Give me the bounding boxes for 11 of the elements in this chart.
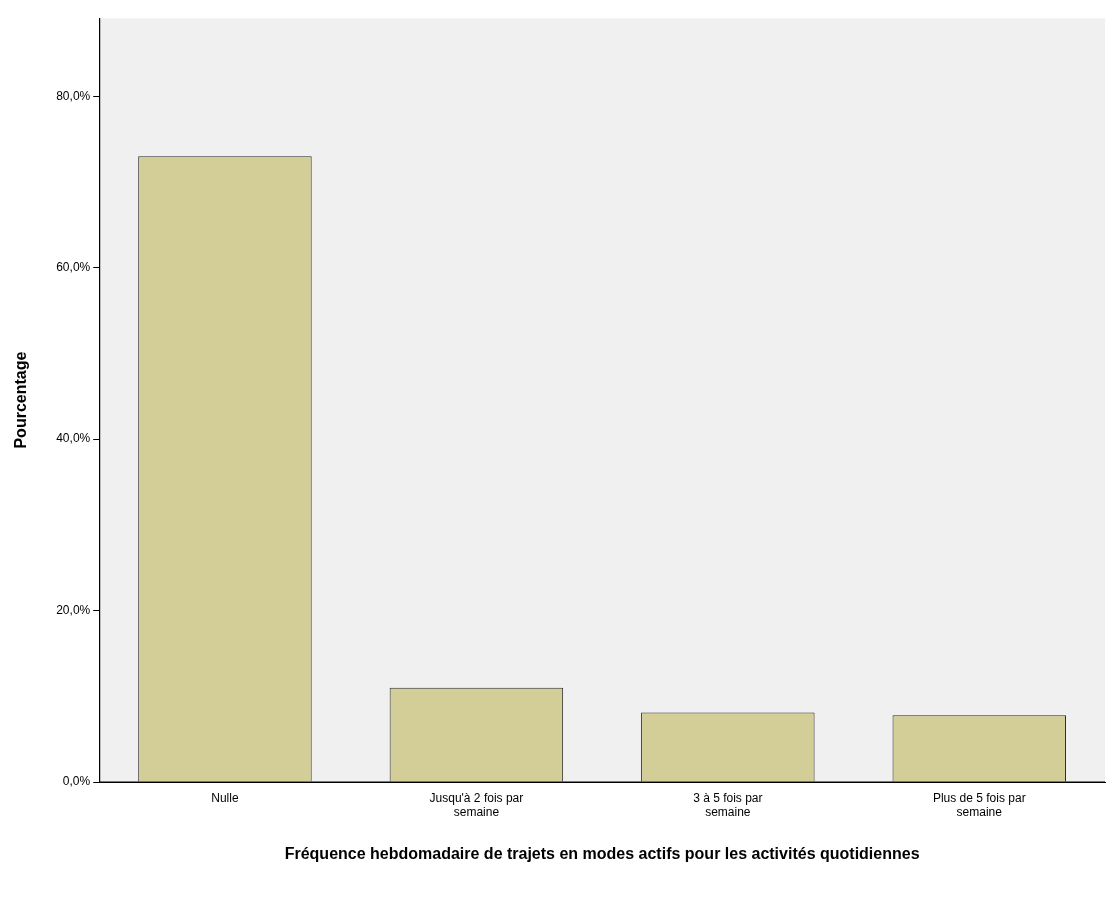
y-tick-label: 20,0%	[56, 602, 91, 617]
x-axis-title: Fréquence hebdomadaire de trajets en modes actifs pour les activités quotidiennes	[284, 844, 920, 862]
x-tick-label: Plus de 5 fois par semaine	[932, 790, 1026, 819]
x-tick-label: Jusqu'à 2 fois par semaine	[429, 790, 524, 819]
x-tick-label: Nulle	[211, 790, 239, 805]
y-tick-label: 0,0%	[62, 774, 91, 789]
y-axis-title: Pourcentage	[12, 351, 30, 449]
x-tick-label: 3 à 5 fois par semaine	[693, 790, 763, 819]
y-tick-label: 80,0%	[56, 88, 91, 103]
y-tick-label: 60,0%	[56, 259, 91, 274]
y-tick-label: 40,0%	[56, 431, 91, 446]
